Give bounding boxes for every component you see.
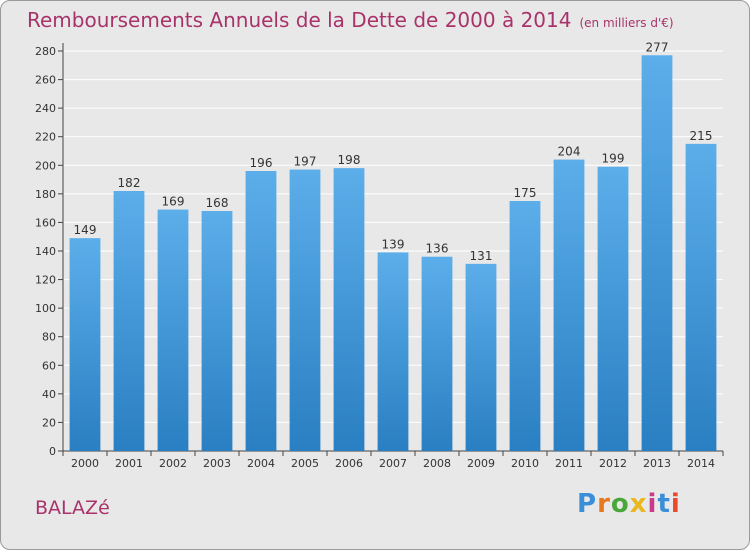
logo-letter: i [647, 489, 658, 519]
logo-letter: t [657, 489, 671, 519]
data-label: 131 [470, 249, 493, 263]
y-tick-label: 220 [35, 131, 56, 144]
logo-letter: r [597, 489, 611, 519]
x-tick-label: 2004 [247, 457, 275, 470]
y-tick-label: 200 [35, 159, 56, 172]
bar [553, 159, 585, 452]
commune-name: BALAZé [35, 497, 110, 519]
bar [465, 263, 497, 451]
x-tick-label: 2006 [335, 457, 363, 470]
logo-letter: P [577, 489, 598, 519]
x-tick-label: 2010 [511, 457, 539, 470]
bar [509, 201, 541, 451]
bar [421, 256, 453, 451]
x-tick-label: 2012 [599, 457, 627, 470]
bar [377, 252, 409, 451]
proxiti-logo: Proxiti [577, 489, 681, 519]
y-tick-label: 40 [42, 388, 56, 401]
y-tick-label: 260 [35, 74, 56, 87]
x-tick-label: 2000 [71, 457, 99, 470]
data-label: 136 [426, 242, 449, 256]
y-tick-label: 60 [42, 359, 56, 372]
data-label: 139 [382, 237, 405, 251]
chart-unit: (en milliers d'€) [579, 16, 674, 30]
bar [289, 169, 321, 452]
y-tick-label: 280 [35, 45, 56, 58]
bar [333, 168, 365, 451]
chart-title: Remboursements Annuels de la Dette de 20… [27, 8, 674, 32]
y-tick-label: 80 [42, 331, 56, 344]
x-tick-label: 2009 [467, 457, 495, 470]
chart-title-text: Remboursements Annuels de la Dette de 20… [27, 8, 572, 32]
data-label: 169 [162, 195, 185, 209]
data-label: 199 [602, 152, 625, 166]
y-tick-label: 20 [42, 416, 56, 429]
bar [245, 171, 277, 451]
data-label: 182 [118, 176, 141, 190]
bar [685, 143, 717, 451]
y-tick-label: 140 [35, 245, 56, 258]
y-tick-label: 180 [35, 188, 56, 201]
data-label: 277 [646, 40, 669, 54]
bar [113, 191, 145, 451]
y-tick-label: 240 [35, 102, 56, 115]
x-tick-label: 2007 [379, 457, 407, 470]
bar [69, 238, 101, 451]
data-label: 168 [206, 196, 229, 210]
x-tick-label: 2013 [643, 457, 671, 470]
bar [641, 55, 673, 452]
bars [69, 55, 717, 452]
data-label: 204 [558, 145, 581, 159]
data-labels: 149 182 169 168 196 197 198 139 136 131 175 204 199 2… [74, 40, 713, 263]
x-tick-label: 2008 [423, 457, 451, 470]
bar [157, 209, 189, 451]
data-label: 198 [338, 153, 361, 167]
bar [201, 211, 233, 451]
x-tick-label: 2001 [115, 457, 143, 470]
logo-letter: o [610, 489, 630, 519]
x-tick-label: 2002 [159, 457, 187, 470]
y-tick-label: 160 [35, 216, 56, 229]
logo-letter: i [670, 489, 681, 519]
x-tick-label: 2014 [687, 457, 715, 470]
x-tick-label: 2005 [291, 457, 319, 470]
data-label: 215 [690, 129, 713, 143]
x-tick-label: 2003 [203, 457, 231, 470]
data-label: 197 [294, 155, 317, 169]
data-label: 175 [514, 186, 537, 200]
y-tick-label: 100 [35, 302, 56, 315]
y-tick-label: 0 [49, 445, 56, 458]
data-label: 149 [74, 223, 97, 237]
bar [597, 166, 629, 451]
x-tick-label: 2011 [555, 457, 583, 470]
data-label: 196 [250, 156, 273, 170]
y-tick-label: 120 [35, 274, 56, 287]
logo-letter: x [629, 489, 648, 519]
